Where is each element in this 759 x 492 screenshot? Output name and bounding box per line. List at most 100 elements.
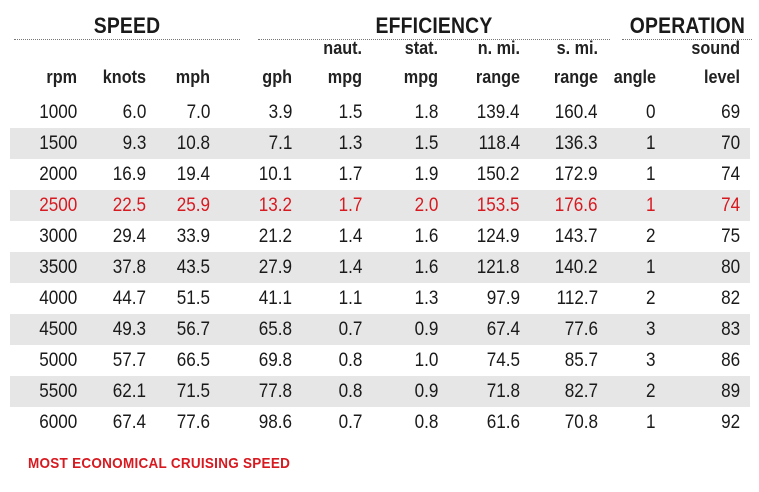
cell-angle: 3 [646,350,656,371]
speed-group-rule [14,39,240,40]
footnote: MOST ECONOMICAL CRUISING SPEED [28,455,291,472]
cell-naut-mpg: 1.4 [338,257,362,278]
cell-mph: 71.5 [176,381,210,402]
cell-rpm: 3500 [38,257,77,278]
cell-n-mi-range: 74.5 [486,350,520,371]
cell-rpm: 2500 [38,195,77,216]
cell-gph: 7.1 [268,133,292,154]
cell-knots: 67.4 [112,412,146,433]
table-row: 1000 6.0 7.0 3.9 1.5 1.8 139.4 160.4 0 69 [10,97,750,128]
efficiency-group-title: EFFICIENCY [375,13,493,38]
cell-stat-mpg: 0.9 [414,319,438,340]
cell-rpm: 2000 [38,164,77,185]
column-header-n-mi-range-top: n. mi. [477,38,520,58]
cell-stat-mpg: 0.8 [414,412,438,433]
column-header-naut-mpg-top: naut. [323,38,362,58]
cell-stat-mpg: 0.9 [414,381,438,402]
cell-n-mi-range: 67.4 [486,319,520,340]
column-header-knots-bottom: knots [102,67,146,87]
cell-rpm: 3000 [38,226,77,247]
cell-gph: 13.2 [258,195,292,216]
cell-mph: 10.8 [176,133,210,154]
cell-knots: 37.8 [112,257,146,278]
operation-group-title: OPERATION [629,13,746,38]
cell-gph: 21.2 [258,226,292,247]
cell-rpm: 4500 [38,319,77,340]
cell-gph: 3.9 [268,102,292,123]
cell-naut-mpg: 1.1 [338,288,362,309]
column-header-naut-mpg-bottom: mpg [327,67,362,87]
cell-naut-mpg: 0.8 [338,350,362,371]
cell-angle: 0 [646,102,656,123]
cell-s-mi-range: 77.6 [564,319,598,340]
cell-s-mi-range: 136.3 [555,133,598,154]
cell-s-mi-range: 70.8 [564,412,598,433]
table-row: 6000 67.4 77.6 98.6 0.7 0.8 61.6 70.8 1 92 [10,407,750,438]
cell-gph: 41.1 [258,288,292,309]
cell-rpm: 6000 [38,412,77,433]
cell-stat-mpg: 1.9 [414,164,438,185]
table-row: 3000 29.4 33.9 21.2 1.4 1.6 124.9 143.7 2 75 [10,221,750,252]
cell-knots: 29.4 [112,226,146,247]
column-header-mph-bottom: mph [175,67,210,87]
cell-naut-mpg: 1.7 [338,195,362,216]
column-header-gph-bottom: gph [262,67,292,87]
cell-angle: 3 [646,319,656,340]
cell-s-mi-range: 112.7 [556,288,598,309]
cell-gph: 65.8 [258,319,292,340]
column-header-stat-mpg-bottom: mpg [403,67,438,87]
cell-naut-mpg: 0.8 [338,381,362,402]
cell-s-mi-range: 143.7 [555,226,598,247]
cell-n-mi-range: 153.5 [477,195,520,216]
cell-gph: 69.8 [258,350,292,371]
cell-knots: 44.7 [112,288,146,309]
cell-gph: 27.9 [258,257,292,278]
cell-angle: 2 [646,288,656,309]
cell-n-mi-range: 71.8 [486,381,520,402]
column-header-s-mi-range-top: s. mi. [556,38,598,58]
cell-mph: 77.6 [176,412,210,433]
cell-knots: 6.0 [122,102,146,123]
cell-mph: 19.4 [176,164,210,185]
cell-stat-mpg: 1.5 [414,133,438,154]
cell-rpm: 4000 [38,288,77,309]
column-header-sound-top: sound [691,38,740,58]
cell-naut-mpg: 0.7 [338,319,362,340]
cell-mph: 7.0 [186,102,210,123]
cell-n-mi-range: 139.4 [477,102,520,123]
cell-sound: 74 [720,195,740,216]
cell-s-mi-range: 160.4 [555,102,598,123]
cell-sound: 89 [720,381,740,402]
cell-stat-mpg: 1.6 [414,226,438,247]
column-header-angle-bottom: angle [613,67,656,87]
cell-knots: 62.1 [112,381,146,402]
cell-n-mi-range: 97.9 [486,288,520,309]
column-header-sound-bottom: level [703,67,740,87]
cell-rpm: 1000 [38,102,77,123]
cell-s-mi-range: 140.2 [555,257,598,278]
speed-group-title: SPEED [93,13,161,38]
cell-rpm: 5000 [38,350,77,371]
cell-angle: 2 [646,226,656,247]
cell-rpm: 5500 [38,381,77,402]
cell-naut-mpg: 1.4 [338,226,362,247]
cell-n-mi-range: 124.9 [477,226,520,247]
cell-stat-mpg: 2.0 [414,195,438,216]
table-row: 5500 62.1 71.5 77.8 0.8 0.9 71.8 82.7 2 89 [10,376,750,407]
cell-mph: 56.7 [176,319,210,340]
cell-naut-mpg: 1.3 [338,133,362,154]
column-header-stat-mpg-top: stat. [404,38,438,58]
column-header-n-mi-range-bottom: range [475,67,520,87]
cell-naut-mpg: 0.7 [338,412,362,433]
cell-knots: 57.7 [112,350,146,371]
cell-knots: 16.9 [112,164,146,185]
cell-naut-mpg: 1.7 [338,164,362,185]
cell-mph: 25.9 [176,195,210,216]
cell-mph: 51.5 [176,288,210,309]
cell-knots: 22.5 [112,195,146,216]
cell-angle: 2 [646,381,656,402]
cell-gph: 77.8 [258,381,292,402]
cell-n-mi-range: 61.6 [486,412,520,433]
table-row: 3500 37.8 43.5 27.9 1.4 1.6 121.8 140.2 1 80 [10,252,750,283]
table-row: 4000 44.7 51.5 41.1 1.1 1.3 97.9 112.7 2 82 [10,283,750,314]
